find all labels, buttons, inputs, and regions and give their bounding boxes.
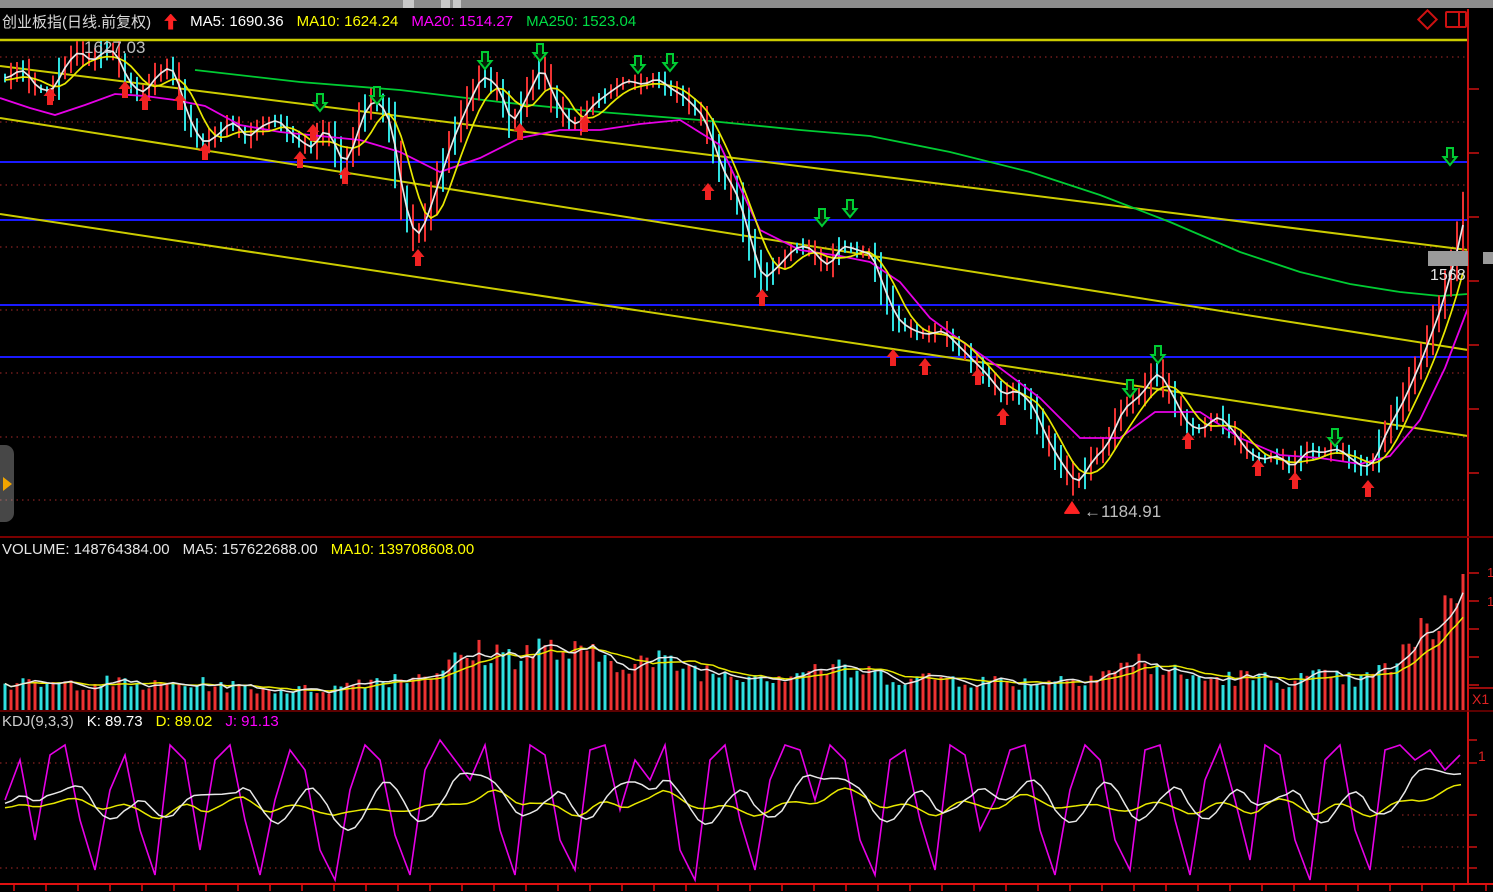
kdj-header: KDJ(9,3,3) K: 89.73 D: 89.02 J: 91.13 <box>2 713 279 730</box>
expand-arrow-icon <box>2 476 12 491</box>
chart-title: 创业板指(日线.前复权) <box>2 14 152 31</box>
volume-axis-label: 1 <box>1487 594 1493 609</box>
kdj-axis-label: 1 <box>1478 748 1486 764</box>
ma250-readout: MA250: 1523.04 <box>526 13 637 30</box>
strip-notch <box>441 0 450 8</box>
chart-toolbar <box>1416 8 1467 31</box>
price-chart-pane[interactable] <box>0 8 1493 537</box>
split-window-icon[interactable] <box>1445 11 1467 28</box>
volume-header: VOLUME: 148764384.00 MA5: 157622688.00 M… <box>2 541 474 558</box>
kdj-j-readout: J: 91.13 <box>225 713 279 730</box>
kdj-k-readout: K: 89.73 <box>86 713 143 730</box>
kdj-pane[interactable] <box>0 711 1493 884</box>
window-top-strip <box>0 0 1493 8</box>
volume-pane[interactable] <box>0 537 1493 711</box>
buy-signal-arrow-icon <box>164 13 178 30</box>
volume-scale-label: X1 <box>1472 691 1490 707</box>
ma20-readout: MA20: 1514.27 <box>411 13 514 30</box>
volume-axis-label: 1 <box>1487 565 1493 580</box>
volume-readout: VOLUME: 148764384.00 <box>2 541 170 558</box>
low-point-marker-icon <box>1064 501 1080 513</box>
ma5-readout: MA5: 1690.36 <box>190 13 284 30</box>
kdj-indicator-name: KDJ(9,3,3) <box>2 713 74 730</box>
volume-ma5-readout: MA5: 157622688.00 <box>182 541 318 558</box>
price-header: 创业板指(日线.前复权) MA5: 1690.36 MA10: 1624.24 … <box>2 11 636 32</box>
strip-notch <box>453 0 461 8</box>
ma10-readout: MA10: 1624.24 <box>296 13 399 30</box>
high-point-label: 1627.03 <box>84 38 146 57</box>
strip-notch <box>403 0 414 8</box>
volume-ma10-readout: MA10: 139708608.00 <box>330 541 475 558</box>
kdj-d-readout: D: 89.02 <box>155 713 213 730</box>
price-tag-notch <box>1483 252 1493 264</box>
sidebar-expand-tab[interactable] <box>0 445 14 522</box>
price-tag-box <box>1428 251 1468 266</box>
low-point-label: ←1184.91 <box>1084 502 1162 521</box>
diamond-icon[interactable] <box>1416 8 1439 31</box>
price-tag-label: 1568 <box>1430 267 1466 284</box>
split-divider <box>1457 13 1460 26</box>
